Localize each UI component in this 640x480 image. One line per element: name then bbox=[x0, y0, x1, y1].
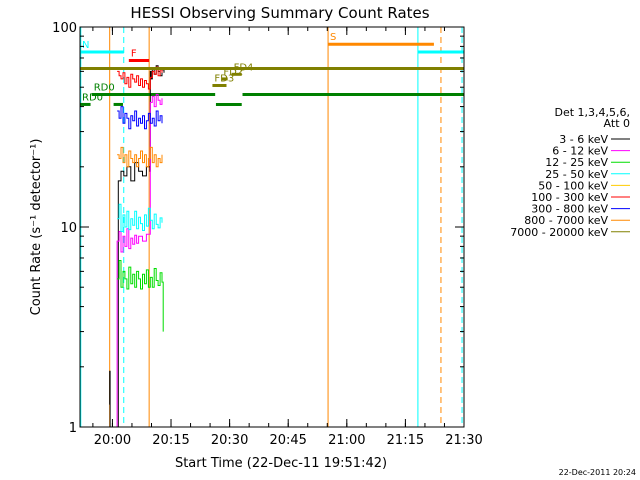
x-tick-label-5: 21:15 bbox=[387, 433, 424, 448]
x-tick-label-2: 20:30 bbox=[211, 433, 248, 448]
y-axis: 1 10 100 bbox=[52, 21, 464, 436]
x-axis-label: Start Time (22-Dec-11 19:51:42) bbox=[175, 456, 387, 471]
legend-label-6: 300 - 800 keV bbox=[531, 203, 608, 216]
y-tick-label-0: 1 bbox=[69, 421, 77, 436]
plot-clipped-group bbox=[80, 27, 464, 427]
x-tick-label-0: 20:00 bbox=[94, 433, 131, 448]
series-line-0 bbox=[109, 65, 165, 427]
y-tick-label-2: 100 bbox=[52, 21, 77, 36]
x-tick-label-3: 20:45 bbox=[269, 433, 306, 448]
legend-label-0: 3 - 6 keV bbox=[559, 133, 608, 146]
segment-label-3: S bbox=[330, 32, 336, 43]
segment-label-0: N bbox=[82, 40, 89, 51]
segment-label-6: RD0 bbox=[82, 92, 103, 103]
legend-label-5: 100 - 300 keV bbox=[531, 191, 608, 204]
series-line-2 bbox=[117, 260, 164, 332]
segment-label-2: F bbox=[131, 48, 137, 59]
x-tick-label-6: 21:30 bbox=[445, 433, 482, 448]
legend-label-2: 12 - 25 keV bbox=[545, 156, 608, 169]
x-tick-label-4: 21:00 bbox=[328, 433, 365, 448]
plot-frame bbox=[79, 26, 465, 428]
timestamp-label: 22-Dec-2011 20:24 bbox=[559, 468, 636, 477]
status-segments bbox=[80, 42, 464, 106]
y-tick-label-1: 10 bbox=[60, 221, 77, 236]
segment-label-11: FD3 bbox=[214, 73, 234, 84]
series-line-5 bbox=[117, 106, 163, 130]
segment-label-10: FD2 bbox=[223, 67, 243, 78]
series-line-1 bbox=[109, 93, 163, 427]
legend-header-1: Att 0 bbox=[604, 117, 630, 130]
legend-label-8: 7000 - 20000 keV bbox=[510, 226, 608, 239]
segment-label-9: FD4 bbox=[234, 62, 254, 73]
x-axis: 20:00 20:15 20:30 20:45 21:00 21:15 21:30 bbox=[92, 27, 483, 448]
series-line-3 bbox=[117, 203, 163, 232]
series-line-4 bbox=[117, 66, 163, 90]
y-axis-label: Count Rate (s⁻¹ detector⁻¹) bbox=[29, 139, 44, 316]
segment-label-4: RD0 bbox=[94, 82, 115, 93]
legend-label-4: 50 - 100 keV bbox=[538, 179, 608, 192]
chart-title: HESSI Observing Summary Count Rates bbox=[130, 4, 429, 22]
x-tick-label-1: 20:15 bbox=[152, 433, 189, 448]
legend-label-3: 25 - 50 keV bbox=[545, 168, 608, 181]
legend-label-7: 800 - 7000 keV bbox=[524, 214, 608, 227]
legend-header-0: Det 1,3,4,5,6, bbox=[554, 106, 630, 119]
legend-label-1: 6 - 12 keV bbox=[552, 145, 608, 158]
series-line-6 bbox=[117, 146, 163, 168]
